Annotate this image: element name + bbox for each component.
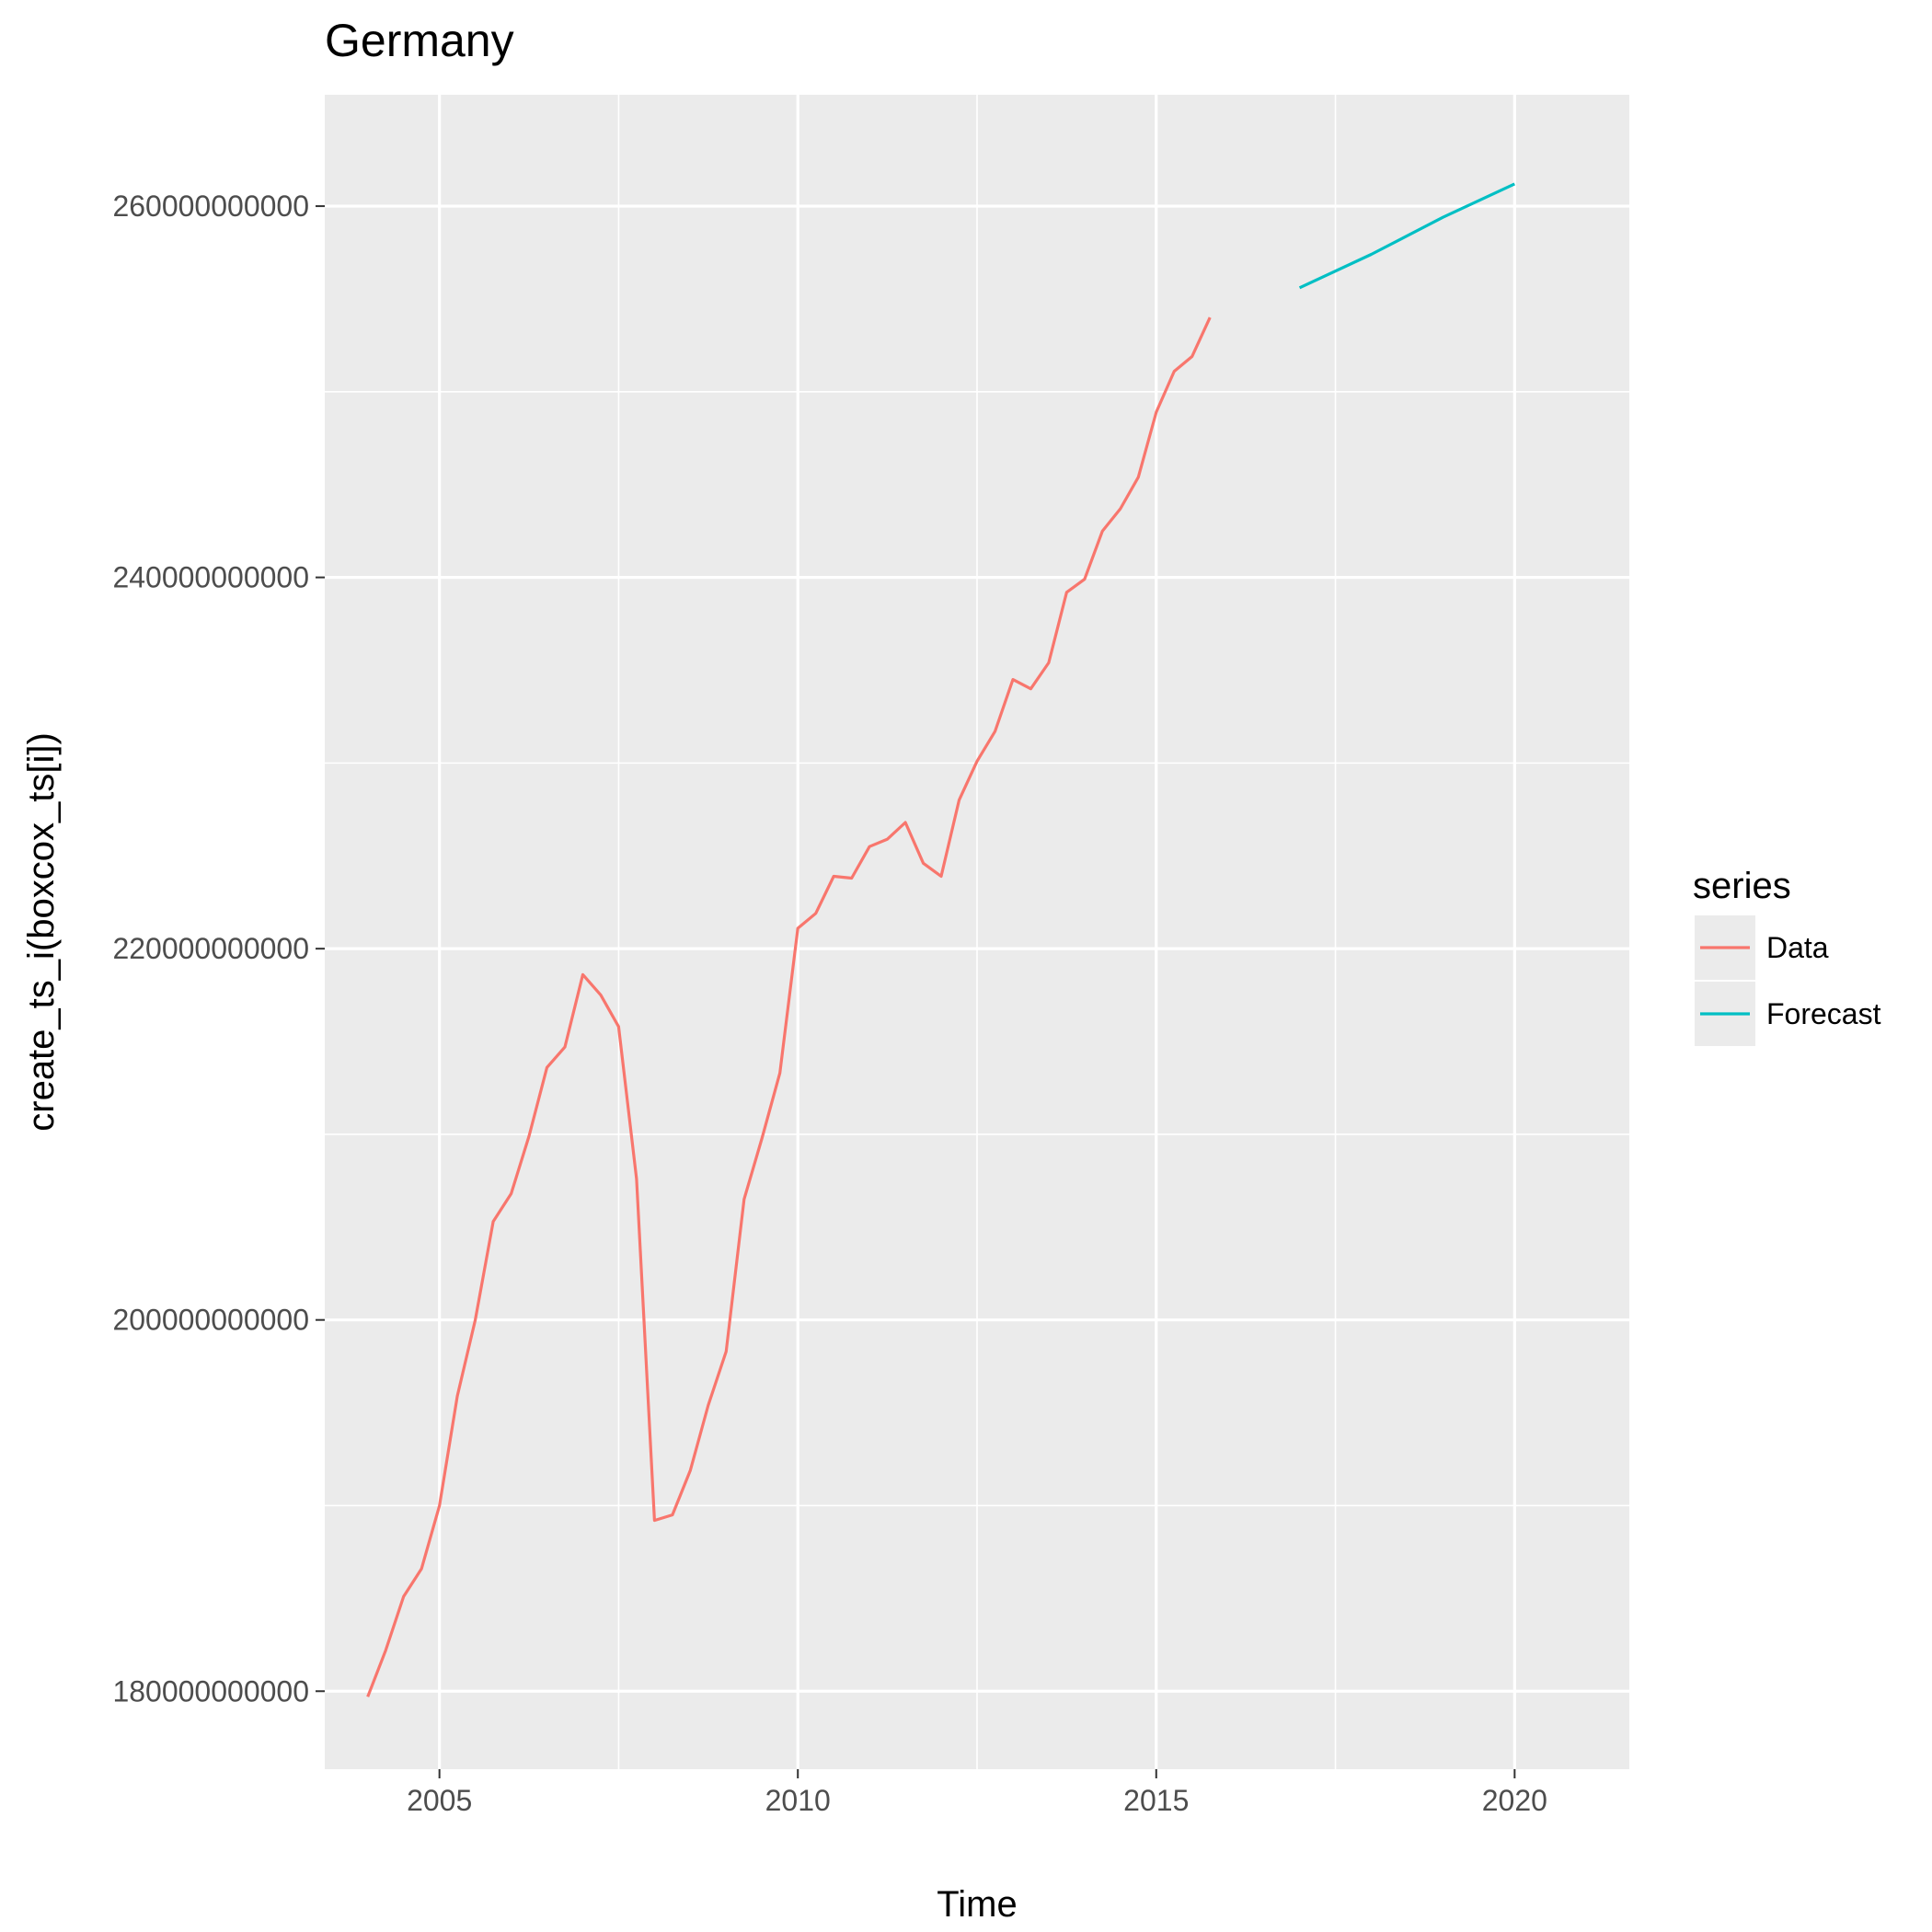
chart-title: Germany: [325, 15, 514, 66]
y-tick-label: 180000000000: [112, 1674, 309, 1708]
legend-label-data: Data: [1766, 931, 1829, 964]
y-tick-label: 260000000000: [112, 190, 309, 223]
y-tick-label: 200000000000: [112, 1304, 309, 1337]
legend-items: Data Forecast: [1695, 915, 1881, 1046]
x-tick-label: 2015: [1123, 1784, 1189, 1817]
series-lines: [366, 182, 1515, 1697]
x-axis-title: Time: [937, 1884, 1017, 1925]
legend-label-forecast: Forecast: [1766, 997, 1881, 1030]
x-tick-label: 2020: [1482, 1784, 1547, 1817]
series-line-forecast: [1298, 182, 1515, 290]
y-axis-title: create_ts_i(boxcox_ts[i]): [21, 732, 62, 1132]
y-tick-label: 240000000000: [112, 561, 309, 594]
x-tick-label: 2010: [765, 1784, 831, 1817]
y-tick-label: 220000000000: [112, 932, 309, 965]
y-axis: 180000000000 200000000000 220000000000 2400…: [112, 190, 325, 1708]
x-axis: 2005 2010 2015 2020: [407, 1769, 1547, 1817]
x-tick-label: 2005: [407, 1784, 472, 1817]
legend-title: series: [1693, 866, 1791, 906]
legend: series Data Forecast: [1693, 866, 1881, 1046]
series-line-data: [366, 316, 1212, 1697]
